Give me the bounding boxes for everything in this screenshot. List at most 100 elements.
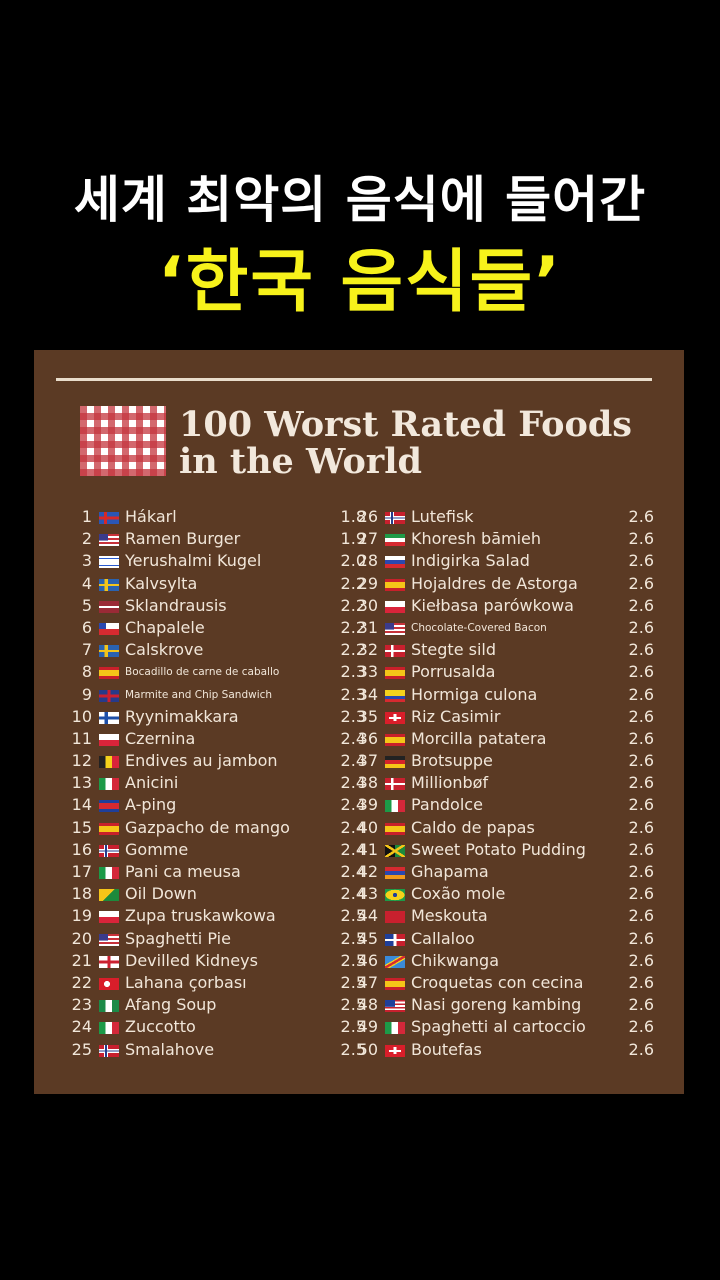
- food-name: Chocolate-Covered Bacon: [411, 621, 547, 634]
- poland-flag-icon: [99, 733, 119, 746]
- italy-flag-icon: [99, 1022, 119, 1035]
- usa-flag-icon: [99, 933, 119, 946]
- food-rating: 2.5: [340, 995, 366, 1015]
- food-name: Meskouta: [411, 906, 488, 926]
- usa-flag-icon: [385, 622, 405, 635]
- sweden-flag-icon: [99, 578, 119, 591]
- food-name: Czernina: [125, 728, 196, 748]
- switzerland-flag-icon: [385, 1044, 405, 1057]
- food-name: Endives au jambon: [125, 751, 278, 771]
- food-rating: 2.4: [340, 862, 366, 881]
- drc-flag-icon: [385, 955, 405, 968]
- food-rank: 47: [357, 972, 378, 992]
- nigeria-flag-icon: [99, 1000, 119, 1013]
- food-name: Nasi goreng kambing: [411, 995, 582, 1015]
- food-rating: 2.6: [628, 884, 654, 904]
- food-rating: 2.0: [340, 551, 366, 571]
- food-rating: 2.6: [628, 551, 654, 571]
- food-name: Pandolce: [411, 795, 483, 815]
- food-rating: 2.5: [340, 928, 366, 948]
- food-rating: 2.6: [628, 1039, 654, 1059]
- food-rank: 35: [357, 706, 378, 726]
- food-rank: 14: [71, 795, 92, 815]
- food-rank: 23: [71, 995, 92, 1015]
- colombia-flag-icon: [385, 689, 405, 702]
- food-name: Callaloo: [411, 928, 475, 948]
- food-rank: 18: [71, 884, 92, 904]
- spain-flag-icon: [385, 667, 405, 680]
- food-name: Gazpacho de mango: [125, 817, 290, 837]
- food-name: Morcilla patatera: [411, 728, 547, 748]
- food-rating: 2.6: [628, 795, 654, 815]
- food-rating: 2.4: [340, 751, 366, 771]
- food-rank: 39: [357, 795, 378, 815]
- food-rating: 2.6: [628, 728, 654, 748]
- food-name: Indigirka Salad: [411, 551, 530, 571]
- food-name: Gomme: [125, 839, 189, 859]
- switzerland-flag-icon: [385, 711, 405, 724]
- jamaica-flag-icon: [385, 844, 405, 857]
- food-rank: 32: [357, 640, 378, 660]
- food-name: Spaghetti al cartoccio: [411, 1017, 586, 1037]
- food-rating: 1.9: [340, 529, 366, 549]
- food-rating: 2.3: [340, 706, 366, 726]
- food-rating: 2.2: [340, 617, 366, 637]
- food-rating: 2.6: [628, 706, 654, 726]
- food-rank: 49: [357, 1017, 378, 1037]
- food-rank: 15: [71, 817, 92, 837]
- latvia-flag-icon: [99, 600, 119, 613]
- food-rating: 2.4: [340, 795, 366, 815]
- food-name: Brotsuppe: [411, 751, 493, 771]
- food-rating: 2.6: [628, 684, 654, 704]
- food-name: Oil Down: [125, 884, 197, 904]
- food-name: Ghapama: [411, 862, 489, 881]
- food-rating: 2.6: [628, 1017, 654, 1037]
- food-rating: 2.6: [628, 529, 654, 549]
- food-rating: 2.6: [628, 751, 654, 771]
- food-rank: 19: [71, 906, 92, 926]
- food-rank: 34: [357, 684, 378, 704]
- dominican-flag-icon: [385, 933, 405, 946]
- food-rating: 2.4: [340, 773, 366, 793]
- belgium-flag-icon: [99, 756, 119, 769]
- food-name: Croquetas con cecina: [411, 972, 584, 992]
- food-rating: 2.4: [340, 817, 366, 837]
- food-rating: 2.6: [628, 928, 654, 948]
- food-rank: 46: [357, 950, 378, 970]
- food-name: Afang Soup: [125, 995, 217, 1015]
- food-rank: 25: [71, 1039, 92, 1059]
- food-name: Hojaldres de Astorga: [411, 573, 578, 593]
- food-rating: 2.5: [340, 906, 366, 926]
- food-rating: 2.6: [628, 995, 654, 1015]
- usa-flag-icon: [99, 534, 119, 547]
- food-rating: 2.6: [628, 839, 654, 859]
- food-rank: 36: [357, 728, 378, 748]
- food-rank: 5: [81, 595, 92, 615]
- food-name: Chapalele: [125, 617, 205, 637]
- food-rank: 21: [71, 950, 92, 970]
- food-name: Boutefas: [411, 1039, 482, 1059]
- food-rank: 9: [81, 684, 92, 704]
- iran-flag-icon: [385, 534, 405, 547]
- food-rank: 16: [71, 839, 92, 859]
- food-name: Kalvsylta: [125, 573, 198, 593]
- grenada-flag-icon: [99, 889, 119, 902]
- food-rank: 41: [357, 839, 378, 859]
- food-rating: 2.3: [340, 662, 366, 682]
- finland-flag-icon: [99, 711, 119, 724]
- italy-flag-icon: [385, 800, 405, 813]
- food-rank: 10: [71, 706, 92, 726]
- food-rating: 2.2: [340, 595, 366, 615]
- spain-flag-icon: [385, 733, 405, 746]
- food-rank: 4: [81, 573, 92, 593]
- food-name: A-ping: [125, 795, 177, 815]
- card-title: 100 Worst Rated Foods in the World: [179, 406, 632, 480]
- food-rank: 26: [357, 507, 378, 526]
- food-rank: 28: [357, 551, 378, 571]
- germany-flag-icon: [385, 756, 405, 769]
- food-name: Zupa truskawkowa: [125, 906, 276, 926]
- food-rating: 2.6: [628, 950, 654, 970]
- food-rating: 2.6: [628, 662, 654, 682]
- food-rating: 2.3: [340, 684, 366, 704]
- food-rank: 13: [71, 773, 92, 793]
